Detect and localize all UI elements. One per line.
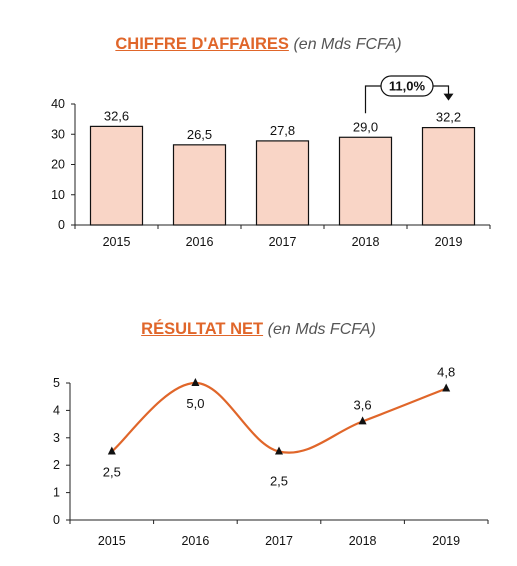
revenue-y-tick-label: 30	[51, 127, 65, 141]
net-result-data-label: 4,8	[437, 364, 455, 379]
revenue-data-label: 26,5	[187, 127, 212, 142]
net-result-line-chart: 0 1 2 3 4 5 2,5 2015 5,0 2016 2,5 2017 3,6 2018 4,8 201…	[53, 364, 489, 548]
revenue-y-tick-label: 20	[51, 158, 65, 172]
revenue-data-label: 29,0	[353, 119, 378, 134]
revenue-bar	[338, 136, 393, 226]
net-result-x-tick-label: 2019	[432, 534, 460, 548]
revenue-data-label: 27,8	[270, 123, 295, 138]
revenue-x-tick-label: 2015	[103, 235, 131, 249]
revenue-chart-title: CHIFFRE D'AFFAIRES (en Mds FCFA)	[0, 35, 517, 54]
net-result-data-label: 5,0	[186, 396, 204, 411]
net-result-marker	[358, 416, 367, 425]
revenue-x-tick-label: 2019	[435, 235, 463, 249]
net-result-y-tick-label: 3	[53, 431, 60, 445]
net-result-data-label: 2,5	[270, 474, 288, 489]
net-result-x-tick-label: 2016	[181, 534, 209, 548]
revenue-bar	[421, 126, 476, 226]
net-result-title-text: RÉSULTAT NET	[141, 320, 264, 338]
net-result-marker	[191, 378, 200, 386]
net-result-x-tick-label: 2018	[349, 534, 377, 548]
revenue-x-tick-label: 2018	[352, 235, 380, 249]
net-result-unit-text: (en Mds FCFA)	[267, 321, 376, 338]
growth-arrow-head	[443, 93, 454, 101]
revenue-y-tick-label: 10	[51, 188, 65, 202]
net-result-marker	[275, 446, 283, 455]
growth-badge-label: 11,0%	[389, 79, 426, 94]
revenue-bar	[89, 125, 144, 226]
revenue-x-tick-label: 2016	[186, 235, 214, 249]
revenue-y-tick-label: 40	[51, 97, 65, 111]
revenue-y-tick-label: 0	[58, 218, 65, 232]
net-result-data-label: 3,6	[354, 397, 372, 412]
net-result-x-tick-label: 2017	[265, 534, 293, 548]
revenue-unit-text: (en Mds FCFA)	[293, 36, 402, 53]
revenue-x-tick-label: 2017	[269, 235, 297, 249]
net-result-series-line	[111, 381, 447, 454]
net-result-y-tick-label: 1	[53, 486, 60, 500]
revenue-data-label: 32,2	[436, 110, 461, 125]
net-result-x-tick-label: 2015	[98, 534, 126, 548]
net-result-marker	[442, 383, 451, 392]
net-result-y-tick-label: 0	[53, 513, 60, 527]
revenue-title-text: CHIFFRE D'AFFAIRES	[115, 35, 289, 53]
net-result-chart-title: RÉSULTAT NET (en Mds FCFA)	[0, 320, 517, 339]
revenue-bar	[172, 144, 227, 226]
net-result-data-label: 2,5	[103, 465, 121, 480]
revenue-data-label: 32,6	[104, 108, 129, 123]
net-result-y-tick-label: 5	[53, 376, 60, 390]
net-result-y-tick-label: 4	[53, 403, 60, 417]
growth-badge	[380, 75, 434, 97]
net-result-y-tick-label: 2	[53, 458, 60, 472]
net-result-marker	[107, 446, 116, 455]
revenue-bar	[255, 140, 310, 226]
revenue-bar-chart: 0 10 20 30 40 32,6 2015 26,5 2016 27,8 2017 29,0 201…	[51, 75, 491, 249]
